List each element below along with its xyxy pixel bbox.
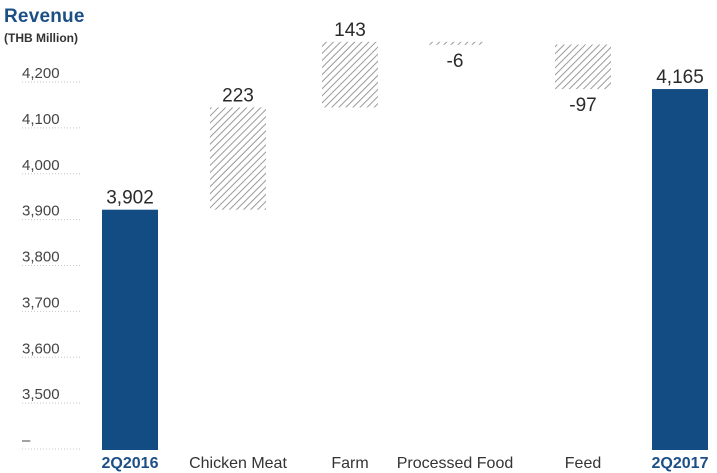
y-tick-label: 3,800	[22, 249, 60, 266]
category-label: 2Q2017	[652, 455, 709, 472]
change-bar	[427, 41, 483, 45]
total-bar	[652, 89, 708, 451]
change-bar	[555, 44, 611, 90]
category-label: Farm	[331, 455, 368, 472]
y-tick-label: 3,500	[22, 386, 60, 403]
category-label: Feed	[565, 455, 601, 472]
chart-subtitle: (THB Million)	[4, 31, 78, 45]
y-tick-label: –	[22, 432, 31, 449]
category-label: Processed Food	[397, 455, 514, 472]
data-label: 143	[334, 20, 366, 41]
chart-title: Revenue	[4, 6, 85, 27]
data-label: -6	[447, 51, 464, 72]
data-label: 223	[222, 85, 254, 106]
category-label: Chicken Meat	[189, 455, 287, 472]
y-tick-label: 3,600	[22, 340, 60, 357]
y-tick-label: 3,700	[22, 294, 60, 311]
data-label: 3,902	[106, 188, 154, 209]
y-tick-label: 3,900	[22, 203, 60, 220]
data-label: -97	[569, 95, 596, 116]
y-tick-label: 4,000	[22, 157, 60, 174]
total-bar	[102, 209, 158, 450]
y-tick-label: 4,100	[22, 111, 60, 128]
category-label: 2Q2016	[102, 455, 159, 472]
y-tick-label: 4,200	[22, 65, 60, 82]
change-bar	[322, 41, 378, 108]
change-bar	[210, 107, 266, 210]
data-label: 4,165	[656, 67, 704, 88]
